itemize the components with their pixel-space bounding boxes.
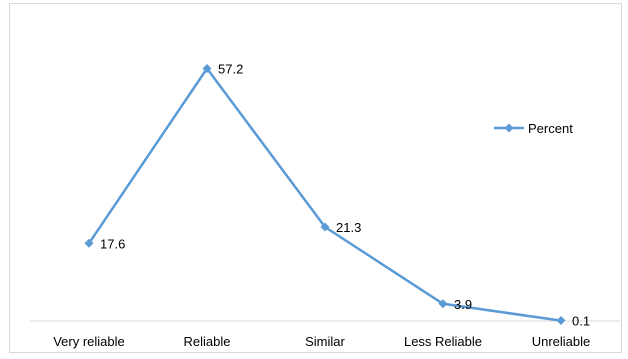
legend-marker	[504, 123, 514, 133]
legend-label: Percent	[528, 121, 573, 136]
data-label: 0.1	[572, 314, 590, 329]
data-label: 3.9	[454, 297, 472, 312]
data-label: 57.2	[218, 62, 243, 77]
x-tick-label: Unreliable	[532, 334, 591, 349]
chart-frame	[9, 3, 622, 353]
data-point-marker	[438, 299, 448, 309]
x-tick-label: Reliable	[184, 334, 231, 349]
series-line-percent	[87, 67, 562, 322]
data-point-marker	[84, 238, 94, 248]
data-label: 17.6	[100, 236, 125, 251]
data-point-marker	[556, 316, 566, 326]
data-point-marker	[320, 222, 330, 232]
x-tick-label: Similar	[305, 334, 345, 349]
x-tick-label: Very reliable	[53, 334, 125, 349]
x-tick-label: Less Reliable	[404, 334, 482, 349]
data-label: 21.3	[336, 220, 361, 235]
data-point-marker	[202, 64, 212, 74]
